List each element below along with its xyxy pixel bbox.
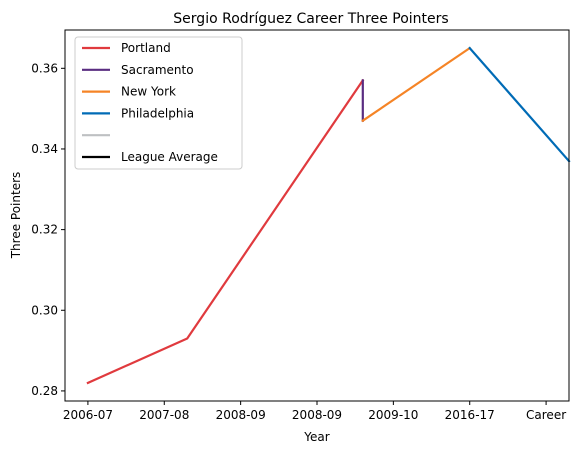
x-tick-label-2: 2008-09 xyxy=(216,408,266,422)
legend-label-2: New York xyxy=(121,85,176,99)
x-axis: 2006-07 2007-08 2008-09 2008-09 2009-10 2016-… xyxy=(63,401,566,422)
x-tick-label-6: Career xyxy=(526,408,566,422)
x-tick-label-0: 2006-07 xyxy=(63,408,113,422)
legend-label-0: Portland xyxy=(121,41,171,55)
y-tick-label-0: 0.28 xyxy=(31,384,58,398)
series-line-2 xyxy=(361,46,472,123)
y-axis-label: Three Pointers xyxy=(9,172,23,260)
legend-box xyxy=(74,36,243,170)
legend-label-5: League Average xyxy=(121,150,218,164)
plot-area xyxy=(86,46,571,385)
x-axis-label: Year xyxy=(303,430,329,444)
y-tick-label-3: 0.34 xyxy=(31,142,58,156)
x-tick-label-4: 2009-10 xyxy=(368,408,418,422)
chart-title: Sergio Rodríguez Career Three Pointers xyxy=(173,11,448,27)
y-tick-label-1: 0.30 xyxy=(31,303,58,317)
x-tick-label-5: 2016-17 xyxy=(445,408,495,422)
series-line-0 xyxy=(86,78,365,385)
legend: Portland Sacramento New York Philadelphia Le… xyxy=(74,36,243,170)
y-axis: 0.28 0.30 0.32 0.34 0.36 xyxy=(31,61,65,398)
x-tick-label-1: 2007-08 xyxy=(139,408,189,422)
y-tick-label-2: 0.32 xyxy=(31,223,58,237)
y-tick-label-4: 0.36 xyxy=(31,61,58,75)
series-line-3 xyxy=(468,46,571,163)
legend-label-1: Sacramento xyxy=(121,63,194,77)
legend-label-3: Philadelphia xyxy=(121,106,194,120)
x-tick-label-3: 2008-09 xyxy=(292,408,342,422)
